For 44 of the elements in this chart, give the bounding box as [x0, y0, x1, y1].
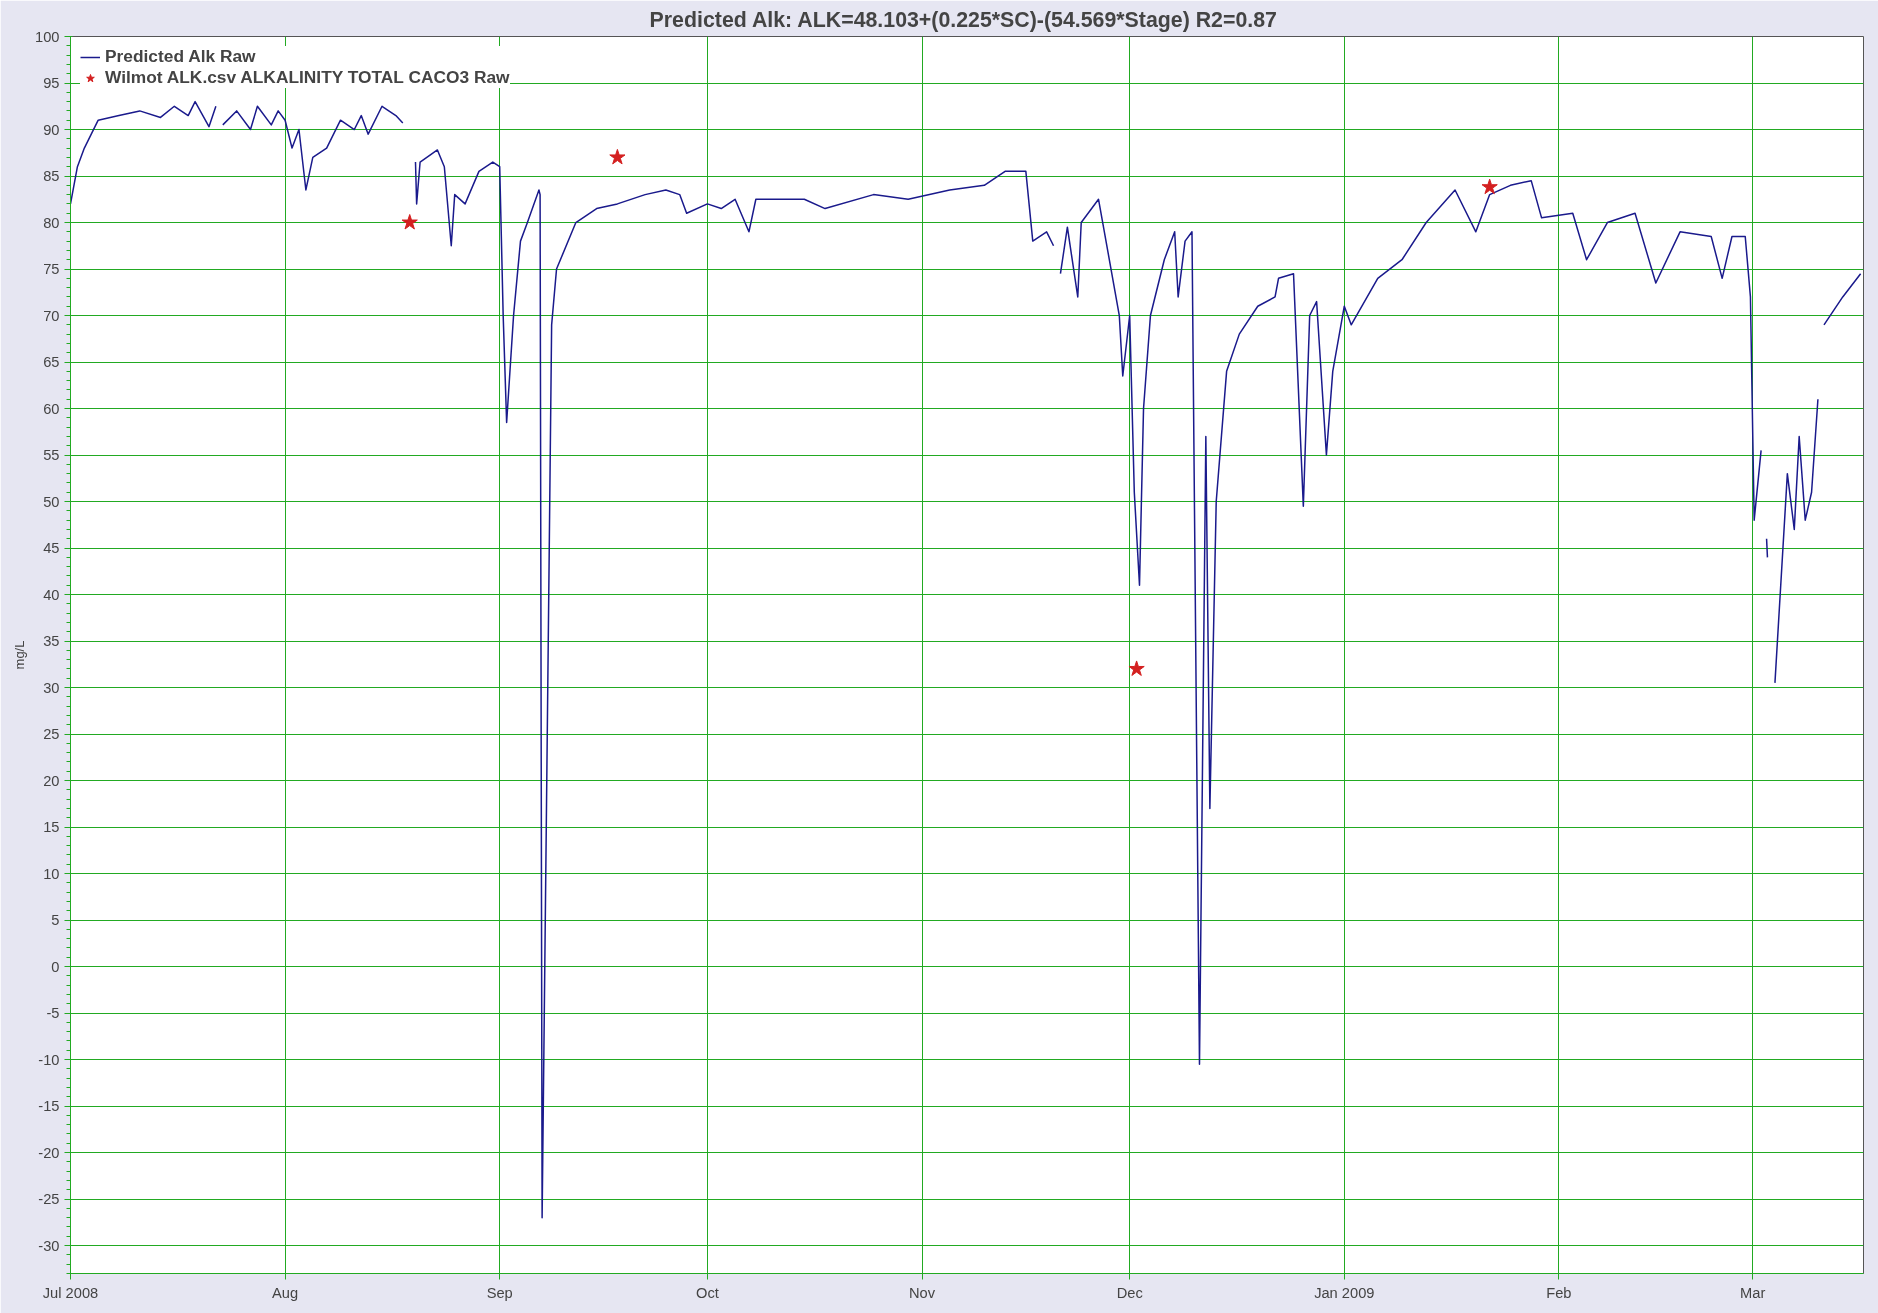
y-tick-label: -25 — [38, 1191, 60, 1208]
y-tick-label: 0 — [51, 958, 60, 975]
y-tick-label: -15 — [38, 1098, 60, 1115]
legend-label: Predicted Alk Raw — [105, 46, 256, 67]
x-tick-label: Sep — [486, 1284, 513, 1301]
y-tick-label: 5 — [51, 912, 60, 929]
x-tick-label: Nov — [908, 1284, 936, 1301]
y-axis-title: mg/L — [12, 640, 28, 670]
y-tick-label: -10 — [38, 1051, 60, 1068]
y-tick-label: 60 — [43, 400, 60, 417]
x-tick-label: Jul 2008 — [42, 1284, 99, 1301]
y-tick-label: 80 — [43, 214, 60, 231]
point — [1128, 660, 1145, 676]
x-tick-label: Feb — [1546, 1284, 1572, 1301]
y-tick-label: -20 — [38, 1144, 60, 1161]
y-tick-label: 30 — [43, 679, 60, 696]
y-tick-label: 20 — [43, 772, 60, 789]
y-tick-label: 75 — [43, 261, 60, 278]
y-tick-label: 15 — [43, 819, 60, 836]
y-tick-label: 55 — [43, 447, 60, 464]
point — [401, 214, 418, 230]
x-tick-label: Oct — [696, 1284, 719, 1301]
y-tick-label: 50 — [43, 493, 60, 510]
y-tick-label: 25 — [43, 726, 60, 743]
chart-title: Predicted Alk: ALK=48.103+(0.225*SC)-(54.569*Stage) R2=0.87 — [649, 7, 1277, 32]
y-tick-label: -30 — [38, 1237, 60, 1254]
y-tick-label: 65 — [43, 354, 60, 371]
y-tick-label: 35 — [43, 633, 60, 650]
x-tick-label: Mar — [1740, 1284, 1766, 1301]
x-tick-label: Dec — [1116, 1284, 1143, 1301]
y-tick-label: 90 — [43, 121, 60, 138]
y-tick-label: 95 — [43, 75, 60, 91]
y-tick-label: 70 — [43, 307, 60, 324]
y-tick-label: 10 — [43, 865, 60, 882]
y-tick-label: 45 — [43, 540, 60, 557]
y-tick-label: 100 — [35, 28, 60, 45]
x-tick-label: Aug — [272, 1284, 299, 1301]
point — [1481, 178, 1498, 195]
x-tick-label: Jan 2009 — [1314, 1284, 1375, 1301]
y-tick-label: -5 — [46, 1005, 60, 1022]
legend-label: Wilmot ALK.csv ALKALINITY TOTAL CACO3 Raw — [105, 67, 510, 88]
y-tick-label: 85 — [43, 168, 60, 185]
y-tick-label: 40 — [43, 586, 60, 603]
point — [609, 148, 626, 165]
